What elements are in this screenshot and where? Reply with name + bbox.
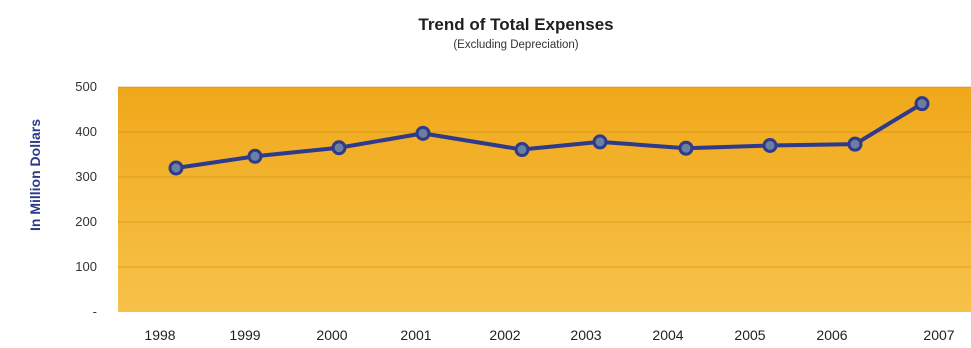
x-tick-label: 2002 — [489, 327, 520, 343]
gridlines — [118, 86, 971, 268]
y-tick-label: 400 — [75, 124, 97, 139]
plot-area — [118, 87, 971, 312]
data-point — [762, 138, 778, 153]
x-tick-label: 2006 — [816, 327, 847, 343]
data-point — [331, 140, 347, 156]
x-tick-label: 2000 — [316, 327, 347, 343]
data-point — [247, 148, 263, 164]
data-point — [847, 136, 863, 152]
y-tick-label: 500 — [75, 79, 97, 94]
x-tick-label: 2004 — [652, 327, 683, 343]
x-tick-label: 2003 — [570, 327, 601, 343]
data-point — [514, 142, 530, 158]
y-tick-label: 100 — [75, 259, 97, 274]
chart-subtitle: (Excluding Depreciation) — [453, 39, 578, 51]
data-point — [168, 160, 184, 176]
x-tick-label: 2001 — [400, 327, 431, 343]
y-axis-label: In Million Dollars — [27, 119, 43, 231]
series-group — [168, 96, 930, 176]
y-tick-label: 300 — [75, 169, 97, 184]
chart-title: Trend of Total Expenses — [418, 15, 613, 34]
x-tick-label: 1998 — [144, 327, 175, 343]
y-axis-ticks: - 100 200 300 400 500 — [75, 79, 97, 319]
y-tick-label: - — [93, 304, 97, 319]
data-point — [678, 140, 694, 156]
data-point — [914, 96, 930, 112]
data-point — [415, 125, 431, 141]
data-point — [592, 134, 608, 150]
x-axis-ticks: 1998 1999 2000 2001 2002 2003 2004 2005 2006 2007 — [144, 327, 954, 343]
x-tick-label: 2007 — [923, 327, 954, 343]
x-tick-label: 2005 — [734, 327, 765, 343]
x-tick-label: 1999 — [229, 327, 260, 343]
series-line — [174, 101, 924, 170]
y-tick-label: 200 — [75, 214, 97, 229]
